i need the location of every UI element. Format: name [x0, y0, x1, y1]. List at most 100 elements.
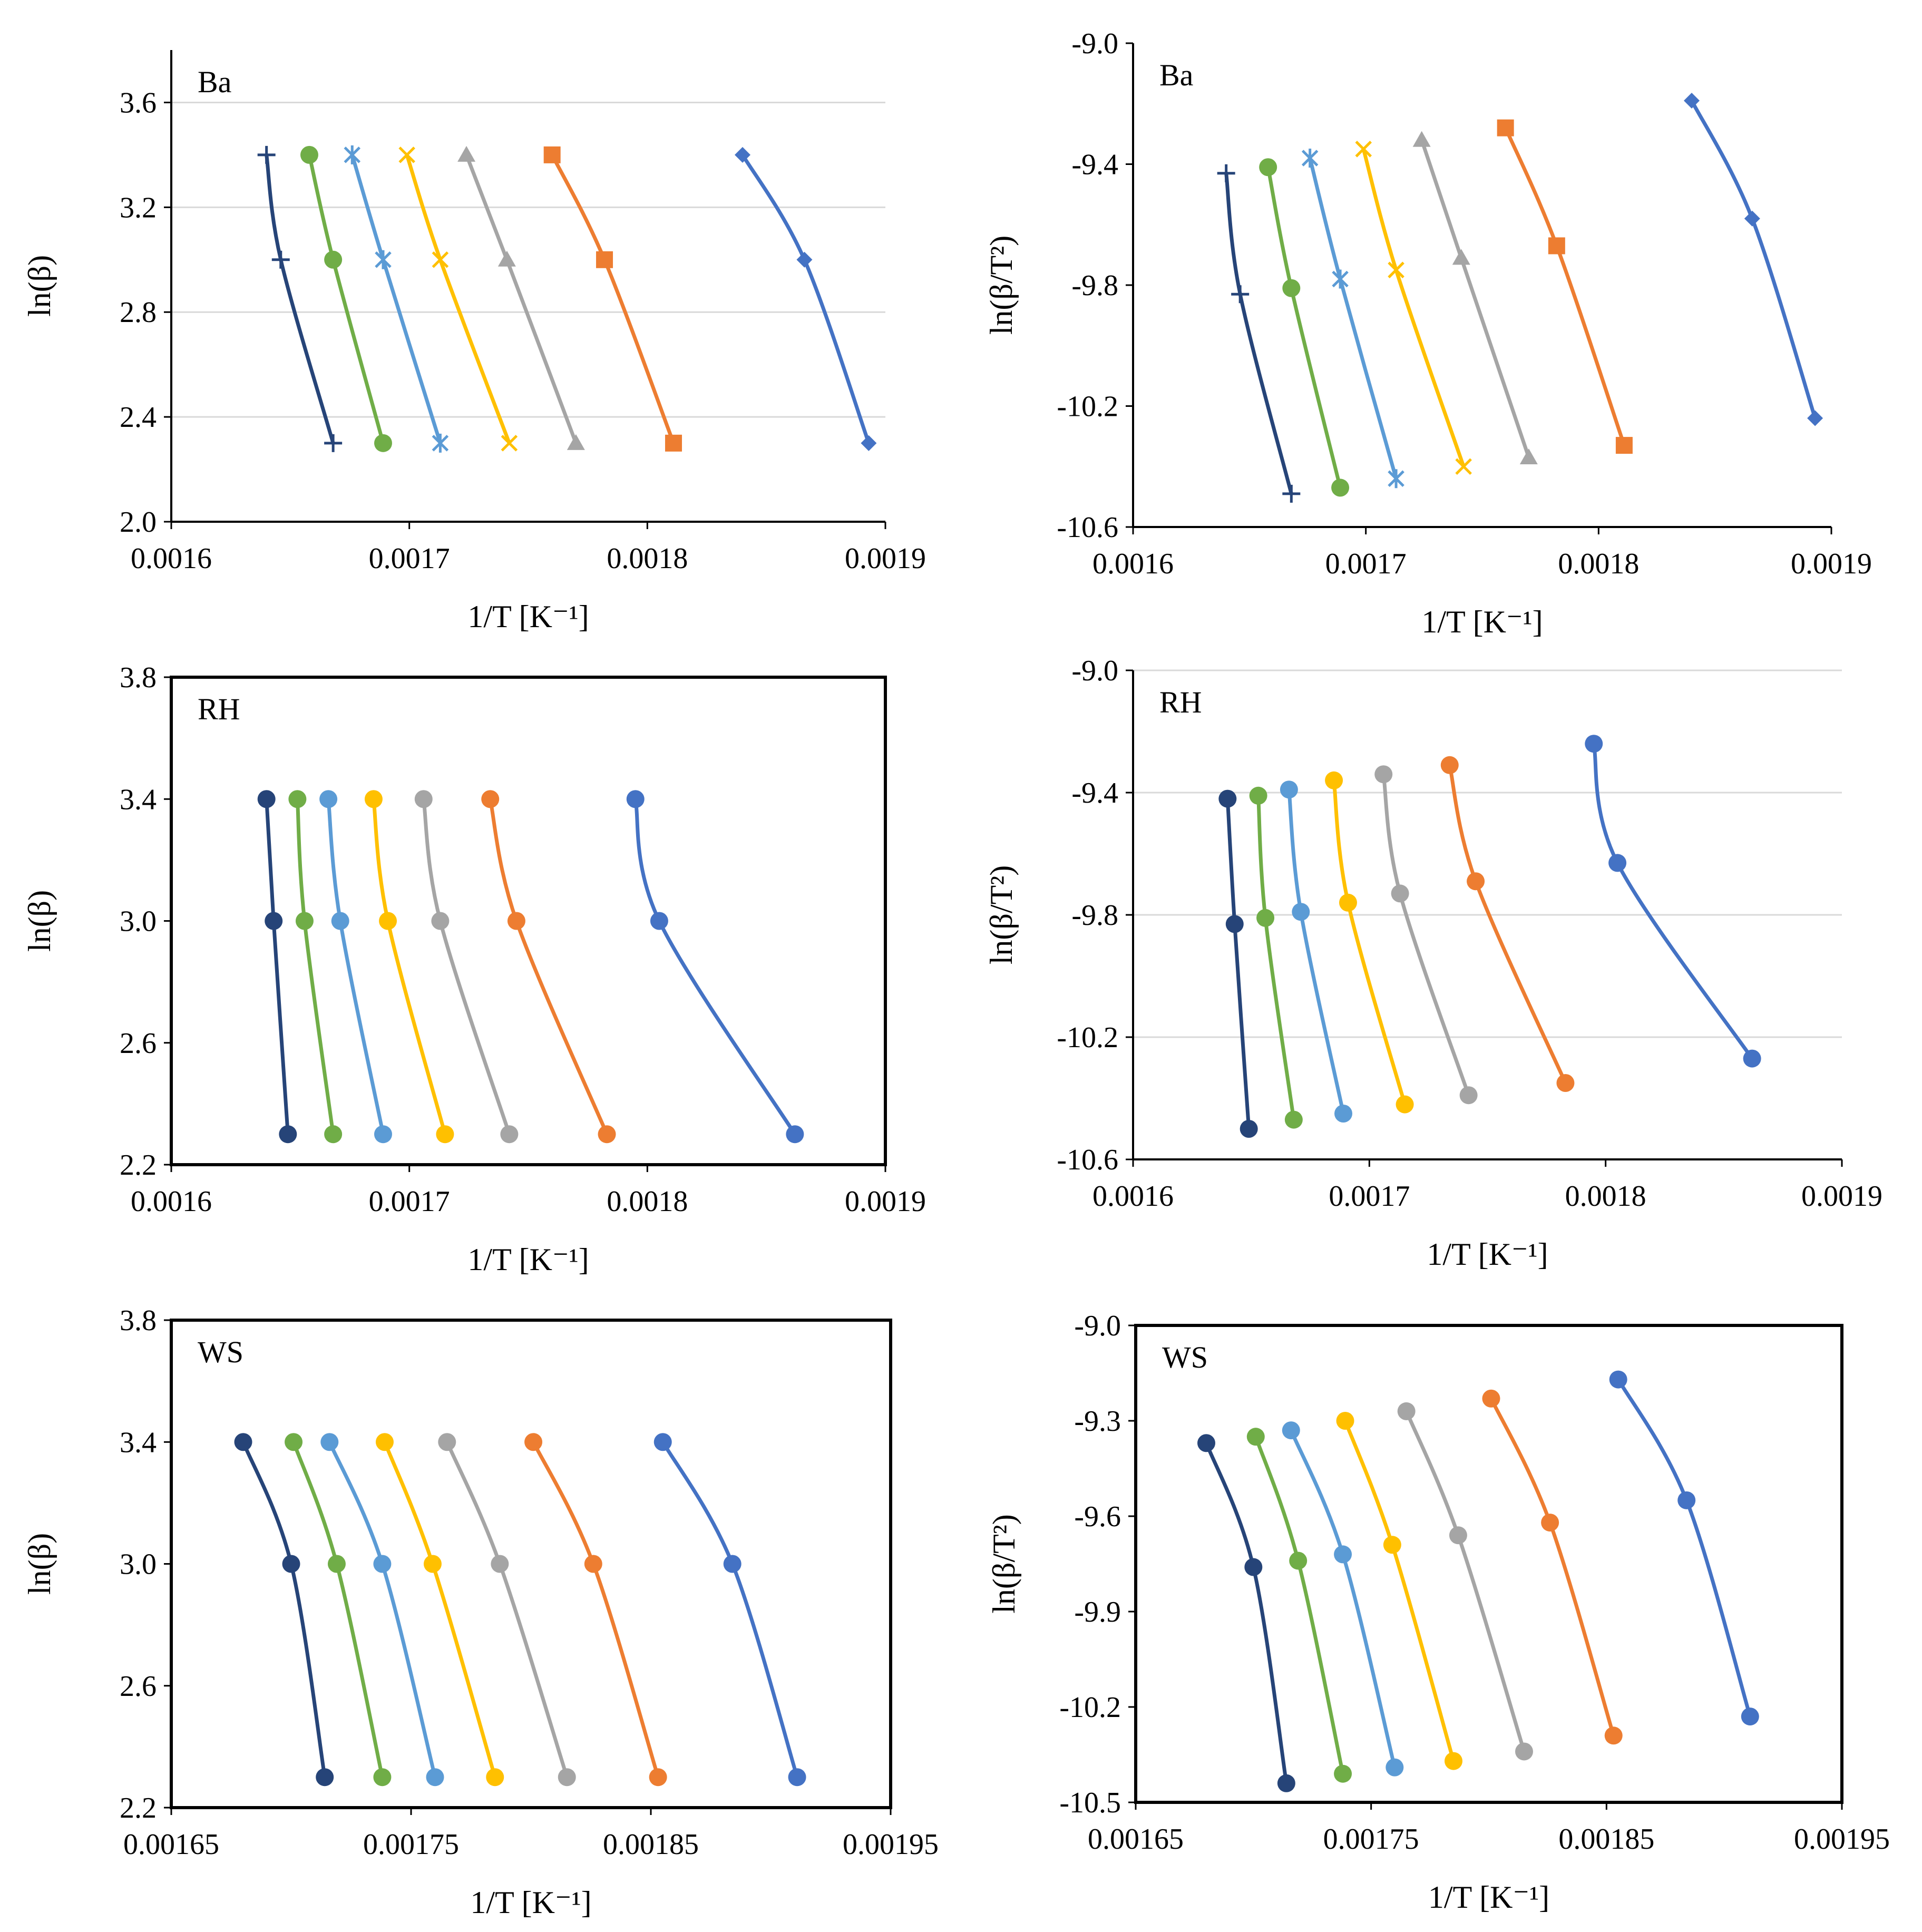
- series-5: [1301, 149, 1404, 489]
- data-point: [426, 1768, 444, 1787]
- data-point: [1336, 1412, 1354, 1430]
- data-point: [650, 912, 668, 930]
- y-tick-label: 3.4: [120, 783, 157, 816]
- series-line: [383, 1440, 497, 1779]
- data-point: [665, 434, 682, 452]
- data-point: [491, 1555, 509, 1573]
- data-point: [432, 251, 449, 268]
- chart-5: 2.2 2.6 3.0 3.4 3.8 0.00165 0.00175 0.00185 0.00…: [22, 1304, 939, 1920]
- x-axis-title: 1/T [K⁻¹]: [467, 599, 589, 634]
- data-point: [438, 1433, 456, 1451]
- series-line: [1690, 99, 1817, 420]
- data-point: [524, 1433, 543, 1451]
- series-line: [326, 797, 385, 1136]
- data-point: [1397, 1402, 1416, 1420]
- series-line: [405, 153, 511, 445]
- series-line: [1448, 763, 1567, 1085]
- data-point: [1282, 484, 1301, 503]
- y-tick-label: 2.0: [120, 506, 157, 539]
- series-7: [1218, 789, 1258, 1138]
- y-tick-label: 3.6: [120, 86, 157, 119]
- y-tick-label: 3.4: [120, 1426, 157, 1459]
- y-tick-label: -9.3: [1074, 1405, 1121, 1438]
- data-point: [649, 1768, 667, 1787]
- series-3: [1397, 1402, 1533, 1761]
- x-tick-label: 0.0018: [1565, 1180, 1646, 1213]
- series-line: [372, 797, 447, 1136]
- data-point: [285, 1433, 303, 1451]
- data-point: [271, 250, 290, 269]
- series-line: [241, 1440, 327, 1779]
- y-tick-label: -9.0: [1074, 1310, 1121, 1342]
- x-tick-label: 0.00185: [1558, 1823, 1654, 1856]
- y-tick-label: -9.8: [1071, 899, 1118, 932]
- series-3: [1374, 765, 1478, 1105]
- data-point: [375, 250, 392, 269]
- data-point: [1391, 884, 1409, 903]
- data-point: [1541, 1514, 1559, 1532]
- series-7: [1197, 1434, 1295, 1792]
- x-tick-label: 0.0018: [607, 542, 688, 575]
- series-6: [1246, 1428, 1352, 1783]
- data-point: [375, 1433, 394, 1451]
- series-line: [265, 797, 290, 1136]
- chart-1: 2.0 2.4 2.8 3.2 3.6 0.0016 0.0017 0.0018 0.0019 1…: [22, 50, 926, 634]
- series-4: [398, 147, 518, 452]
- data-point: [500, 1125, 519, 1144]
- series-line: [488, 797, 609, 1136]
- data-point: [374, 1125, 392, 1144]
- series-1: [735, 147, 877, 451]
- data-point: [1292, 903, 1310, 921]
- series-4: [375, 1433, 504, 1787]
- series-7: [234, 1433, 334, 1787]
- data-point: [414, 790, 433, 808]
- data-point: [282, 1555, 300, 1573]
- y-tick-label: -10.2: [1057, 1021, 1118, 1054]
- x-tick-label: 0.00165: [123, 1828, 219, 1861]
- data-point: [1604, 1726, 1623, 1745]
- x-tick-label: 0.0018: [1558, 548, 1639, 580]
- series-line: [1256, 794, 1296, 1122]
- series-line: [633, 797, 797, 1136]
- series-line: [464, 153, 578, 445]
- data-point: [1396, 1095, 1414, 1114]
- series-line: [1287, 787, 1345, 1116]
- x-tick-label: 0.0016: [1092, 1180, 1174, 1213]
- data-point: [373, 1768, 392, 1787]
- data-point: [1556, 1074, 1575, 1092]
- data-point: [1339, 893, 1357, 912]
- data-point: [257, 790, 276, 808]
- data-point: [1240, 1120, 1258, 1138]
- data-point: [1455, 458, 1472, 475]
- series-1: [1684, 93, 1823, 426]
- x-tick-label: 0.0017: [1329, 1180, 1410, 1213]
- x-tick-label: 0.00185: [603, 1828, 699, 1861]
- data-point: [457, 145, 476, 162]
- data-point: [1388, 469, 1404, 489]
- series-line: [1332, 778, 1407, 1107]
- series-line: [1254, 1435, 1345, 1776]
- data-point: [1519, 448, 1538, 465]
- x-axis-title: 1/T [K⁻¹]: [467, 1242, 589, 1277]
- x-axis-title: 1/T [K⁻¹]: [1421, 604, 1543, 639]
- data-point: [279, 1125, 297, 1144]
- chart-4: -10.6 -10.2 -9.8 -9.4 -9.0 0.0016 0.0017 0.0018…: [984, 655, 1882, 1272]
- series-2: [1482, 1389, 1623, 1745]
- data-point: [1256, 909, 1275, 927]
- series-5: [1282, 1421, 1404, 1777]
- y-tick-label: 2.4: [120, 401, 157, 434]
- data-point: [1259, 158, 1277, 177]
- data-point: [786, 1125, 804, 1144]
- series-line: [550, 153, 676, 445]
- data-point: [1325, 771, 1343, 789]
- series-5: [319, 790, 392, 1144]
- x-tick-label: 0.0017: [369, 542, 450, 575]
- data-point: [327, 1555, 346, 1573]
- y-tick-label: 3.0: [120, 905, 157, 938]
- x-tick-label: 0.00195: [1794, 1823, 1890, 1856]
- series-line: [422, 797, 511, 1136]
- series-line: [1381, 772, 1471, 1097]
- x-tick-label: 0.0016: [131, 1185, 212, 1218]
- data-point: [788, 1768, 806, 1787]
- series-7: [257, 790, 297, 1144]
